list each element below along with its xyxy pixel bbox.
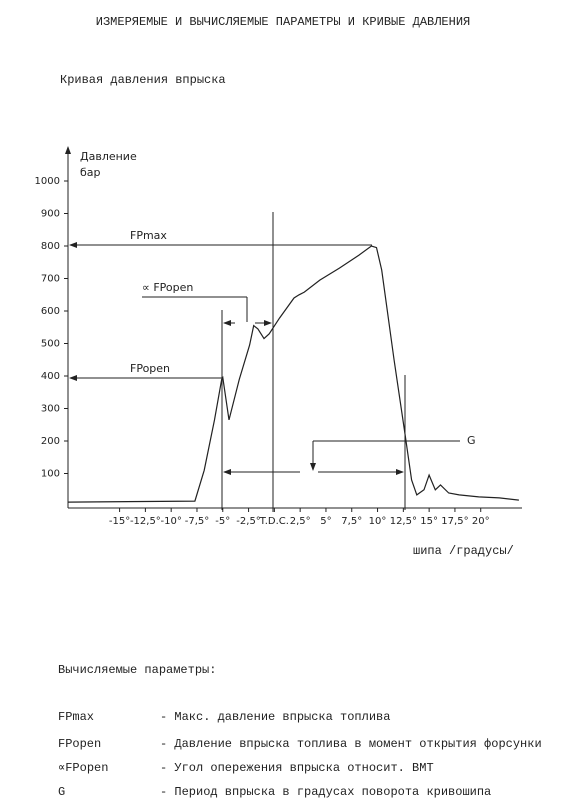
section-title: Вычисляемые параметры: <box>58 663 216 677</box>
parameter-description: - Угол опережения впрыска относит. ВМТ <box>160 761 434 775</box>
parameter-description: - Давление впрыска топлива в момент откр… <box>160 737 542 751</box>
annotation: ∝ FPopen <box>142 281 193 294</box>
x-tick-label: 7,5° <box>341 516 362 527</box>
x-tick-label: 17,5° <box>441 516 468 527</box>
x-tick-label: 15° <box>420 516 438 527</box>
x-tick-label: -12,5° <box>130 516 161 527</box>
parameter-term: ∝FPopen <box>58 761 108 775</box>
x-tick-label: 2,5° <box>290 516 311 527</box>
x-tick-label: 20° <box>472 516 490 527</box>
x-axis-label: шипа /градусы/ <box>413 544 514 558</box>
y-tick-label: 400 <box>41 371 60 382</box>
parameter-description: - Период впрыска в градусах поворота кри… <box>160 785 491 799</box>
x-tick-label: 10° <box>369 516 387 527</box>
chart: 100 200 300 400 500 600 700 800 900 1000 -15° -12,5… <box>35 146 522 527</box>
y-tick-label: 300 <box>41 404 60 415</box>
y-tick-label: 200 <box>41 436 60 447</box>
parameter-term: FPmax <box>58 710 94 724</box>
y-tick-label: 100 <box>41 469 60 480</box>
pressure-curve <box>67 245 519 503</box>
parameter-term: G <box>58 785 65 799</box>
x-tick-label: -5° <box>215 516 230 527</box>
y-axis-label: бар <box>80 166 101 179</box>
chart-title: Кривая давления впрыска <box>60 73 226 87</box>
x-tick-label: 5° <box>320 516 331 527</box>
y-tick-label: 500 <box>41 339 60 350</box>
page-title: ИЗМЕРЯЕМЫЕ И ВЫЧИСЛЯЕМЫЕ ПАРАМЕТРЫ И КРИ… <box>96 15 470 29</box>
y-tick-label: 1000 <box>35 176 60 187</box>
x-tick-label: -10° <box>161 516 182 527</box>
x-tick-label: -7,5° <box>185 516 210 527</box>
parameter-term: FPopen <box>58 737 101 751</box>
y-tick-label: 700 <box>41 274 60 285</box>
parameter-list: FPmax - Макс. давление впрыска топлива FPo… <box>58 710 542 799</box>
x-tick-label: T.D.C. <box>259 516 289 527</box>
x-tick-label: -2,5° <box>236 516 261 527</box>
y-axis-label: Давление <box>80 150 137 163</box>
x-tick-label: -15° <box>109 516 130 527</box>
x-tick-label: 12,5° <box>390 516 417 527</box>
annotation: FPmax <box>130 229 167 242</box>
annotation: G <box>467 434 476 447</box>
y-tick-label: 800 <box>41 241 60 252</box>
annotation: FPopen <box>130 362 170 375</box>
parameter-description: - Макс. давление впрыска топлива <box>160 710 390 724</box>
y-tick-label: 900 <box>41 209 60 220</box>
y-tick-label: 600 <box>41 306 60 317</box>
